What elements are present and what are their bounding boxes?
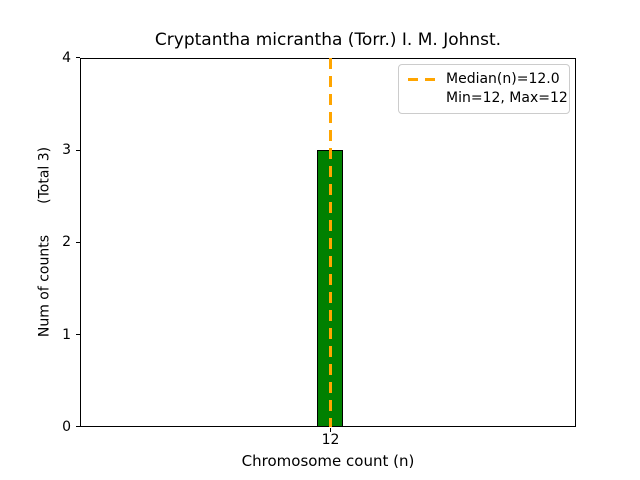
y-tick-mark-2 bbox=[76, 242, 80, 243]
y-tick-label-2: 2 bbox=[62, 234, 71, 250]
y-axis-label: Num of counts (Total 3) bbox=[36, 146, 53, 338]
y-tick-mark-3 bbox=[76, 150, 80, 151]
y-tick-mark-1 bbox=[76, 334, 80, 335]
legend: Median(n)=12.0 Min=12, Max=12 bbox=[398, 64, 570, 114]
legend-label-median: Median(n)=12.0 bbox=[446, 71, 560, 87]
dashed-line-icon bbox=[408, 78, 435, 81]
y-tick-label-0: 0 bbox=[62, 419, 71, 435]
legend-marker-blank bbox=[408, 97, 435, 100]
x-tick-label-12: 12 bbox=[321, 432, 340, 448]
legend-label-minmax: Min=12, Max=12 bbox=[446, 90, 568, 106]
y-tick-mark-4 bbox=[76, 57, 80, 58]
chart-title: Cryptantha micrantha (Torr.) I. M. Johns… bbox=[154, 30, 502, 50]
median-line bbox=[329, 58, 332, 427]
y-tick-label-4: 4 bbox=[62, 50, 71, 66]
legend-entry-minmax: Min=12, Max=12 bbox=[408, 89, 568, 108]
y-tick-mark-0 bbox=[76, 426, 80, 427]
legend-entry-median: Median(n)=12.0 bbox=[408, 70, 560, 89]
x-axis-label: Chromosome count (n) bbox=[241, 452, 415, 470]
y-tick-label-3: 3 bbox=[62, 142, 71, 158]
y-tick-label-1: 1 bbox=[62, 327, 71, 343]
x-tick-mark-12 bbox=[330, 428, 331, 432]
